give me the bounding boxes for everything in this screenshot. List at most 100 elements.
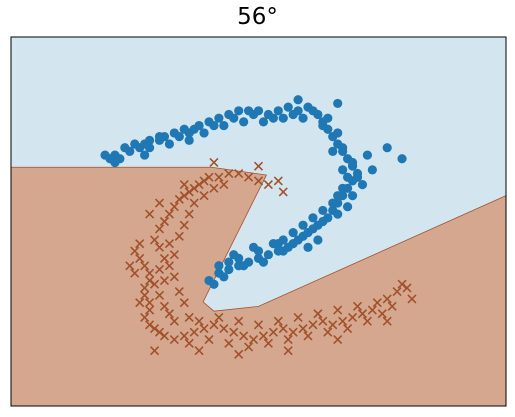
circle-point xyxy=(308,213,318,223)
x-point xyxy=(194,346,204,356)
x-point xyxy=(179,180,189,190)
circle-point xyxy=(239,261,249,271)
x-point xyxy=(338,316,348,326)
x-point xyxy=(343,323,353,334)
x-point xyxy=(149,279,160,289)
circle-point xyxy=(258,257,269,267)
x-point xyxy=(273,316,283,326)
circle-point xyxy=(293,95,303,105)
circle-point xyxy=(248,109,259,120)
x-point xyxy=(333,305,343,315)
x-point xyxy=(367,305,377,315)
x-point xyxy=(209,183,219,193)
x-point xyxy=(164,209,174,219)
circle-point xyxy=(313,235,323,245)
x-point xyxy=(278,323,288,334)
x-point xyxy=(140,290,150,300)
x-point xyxy=(135,253,145,263)
circle-point xyxy=(154,132,165,142)
x-point xyxy=(204,335,214,345)
x-point xyxy=(189,198,199,208)
circle-point xyxy=(333,191,343,201)
x-point xyxy=(199,176,209,186)
x-point xyxy=(169,335,179,345)
x-point xyxy=(333,335,343,345)
circle-point xyxy=(224,257,234,267)
circle-point xyxy=(110,157,120,168)
x-point xyxy=(234,168,244,179)
x-point xyxy=(253,161,264,171)
circle-point xyxy=(278,246,288,256)
x-point xyxy=(224,168,234,179)
x-point xyxy=(397,279,407,289)
x-point xyxy=(244,342,254,352)
x-point xyxy=(154,264,165,275)
circle-point xyxy=(140,150,150,160)
x-point xyxy=(125,261,135,271)
x-point xyxy=(382,294,392,304)
circle-point xyxy=(199,128,209,138)
x-point xyxy=(154,327,165,337)
x-point xyxy=(145,305,155,315)
circle-point xyxy=(214,261,224,271)
x-point xyxy=(244,172,254,182)
circle-point xyxy=(347,191,358,201)
x-point xyxy=(149,235,160,245)
circle-point xyxy=(184,135,194,145)
circle-point xyxy=(328,198,338,208)
x-point xyxy=(164,239,174,249)
circle-point xyxy=(268,239,278,249)
circle-point xyxy=(229,113,239,123)
circle-point xyxy=(382,143,392,153)
x-point xyxy=(352,301,363,311)
circle-point xyxy=(323,113,333,123)
circle-point xyxy=(298,113,308,123)
circle-point xyxy=(357,180,368,190)
x-point xyxy=(184,338,194,348)
x-point xyxy=(313,309,323,319)
x-point xyxy=(154,224,165,234)
x-point xyxy=(253,176,264,186)
circle-point xyxy=(219,120,229,131)
circle-point xyxy=(239,117,249,127)
x-point xyxy=(377,309,387,319)
x-point xyxy=(308,320,318,330)
x-point xyxy=(154,242,165,252)
circle-point xyxy=(343,172,353,182)
x-point xyxy=(204,172,214,182)
circle-point xyxy=(283,102,293,112)
x-point xyxy=(362,316,372,326)
x-point xyxy=(268,327,278,337)
circle-point xyxy=(229,250,239,260)
x-point xyxy=(372,298,382,308)
circle-point xyxy=(333,209,343,219)
x-point xyxy=(145,268,155,278)
circle-point xyxy=(288,227,298,238)
x-point xyxy=(328,320,338,330)
circle-point xyxy=(145,143,155,153)
x-point xyxy=(159,275,170,286)
x-point xyxy=(169,316,179,326)
x-point xyxy=(179,220,189,230)
x-point xyxy=(154,198,165,208)
x-point xyxy=(145,320,155,330)
x-point xyxy=(219,180,229,190)
circle-point xyxy=(333,98,343,109)
x-point xyxy=(298,323,308,334)
x-point xyxy=(130,246,140,256)
x-point xyxy=(288,327,298,337)
circle-point xyxy=(318,205,328,216)
circle-point xyxy=(219,272,229,282)
circle-point xyxy=(328,146,338,156)
plot-frame xyxy=(10,36,507,407)
x-point xyxy=(164,309,174,319)
circle-point xyxy=(318,216,328,227)
x-point xyxy=(214,172,224,182)
x-point xyxy=(130,268,140,278)
x-point xyxy=(214,312,224,323)
circle-point xyxy=(268,113,278,123)
x-point xyxy=(253,320,264,330)
x-point xyxy=(234,316,244,326)
circle-point xyxy=(298,231,308,241)
circle-point xyxy=(130,139,140,149)
